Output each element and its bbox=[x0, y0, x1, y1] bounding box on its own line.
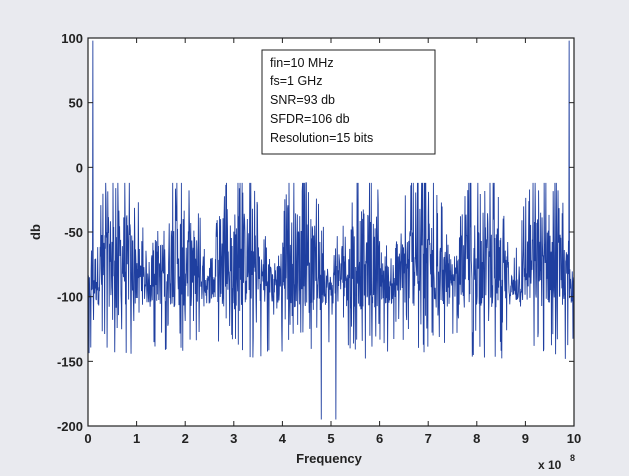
x-exponent-power: 8 bbox=[570, 453, 575, 463]
annotation-line: SFDR=106 db bbox=[270, 112, 350, 126]
x-tick-label: 6 bbox=[376, 431, 383, 446]
x-tick-label: 3 bbox=[230, 431, 237, 446]
x-axis-label: Frequency bbox=[296, 451, 363, 466]
y-tick-label: 0 bbox=[76, 160, 83, 175]
y-tick-label: -50 bbox=[64, 225, 83, 240]
spectrum-series-line bbox=[87, 40, 575, 420]
annotation-frame bbox=[261, 49, 436, 155]
y-tick-label: -150 bbox=[57, 354, 83, 369]
annotation-line: Resolution=15 bits bbox=[270, 131, 373, 145]
y-tick-label: -100 bbox=[57, 290, 83, 305]
y-tick-label: 100 bbox=[61, 31, 83, 46]
x-tick-label: 1 bbox=[133, 431, 140, 446]
x-tick-label: 4 bbox=[279, 431, 287, 446]
x-exponent-label: x 10 bbox=[538, 458, 562, 472]
y-tick-label: -200 bbox=[57, 419, 83, 434]
x-tick-label: 0 bbox=[84, 431, 91, 446]
annotation-line: fin=10 MHz bbox=[270, 56, 334, 70]
series-layer bbox=[87, 40, 575, 420]
ticks-layer: 0 1 2 3 4 5 6 7 8 9 10 100 50 0 -50 -100 -150 -200 bbox=[57, 31, 581, 446]
x-tick-label: 7 bbox=[425, 431, 432, 446]
x-tick-label: 8 bbox=[473, 431, 480, 446]
annotation-line: SNR=93 db bbox=[270, 93, 335, 107]
x-tick-label: 9 bbox=[522, 431, 529, 446]
annotation-box: fin=10 MHz fs=1 GHz SNR=93 db SFDR=106 d… bbox=[261, 49, 436, 155]
y-tick-label: 50 bbox=[69, 96, 83, 111]
y-axis-label: db bbox=[28, 224, 43, 240]
x-tick-label: 10 bbox=[567, 431, 581, 446]
x-tick-label: 2 bbox=[182, 431, 189, 446]
annotation-line: fs=1 GHz bbox=[270, 74, 322, 88]
x-tick-label: 5 bbox=[327, 431, 334, 446]
